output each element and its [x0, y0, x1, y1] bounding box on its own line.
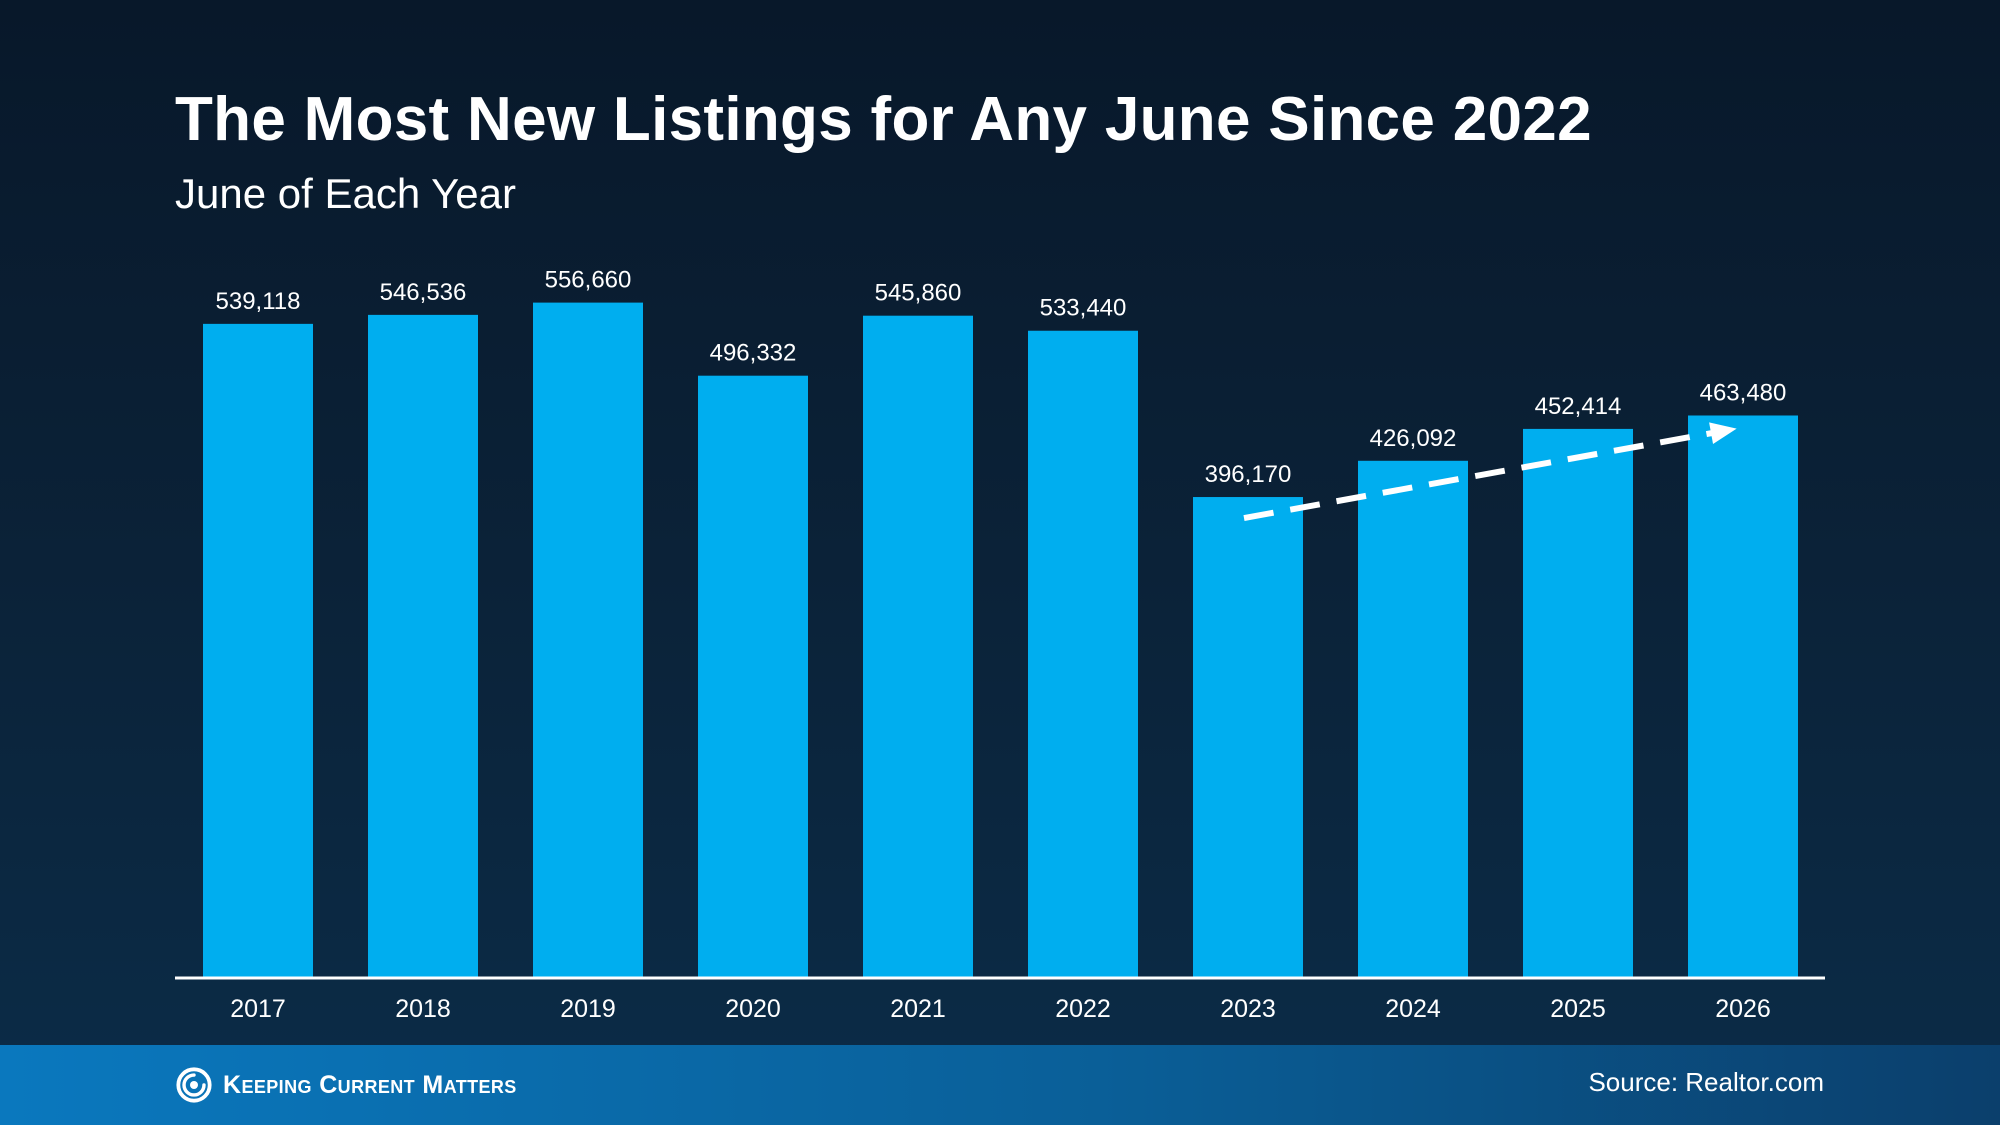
x-tick-label-2020: 2020 — [725, 995, 781, 1023]
bar-2026 — [1688, 415, 1798, 977]
x-tick-label-2017: 2017 — [230, 995, 286, 1023]
x-tick-label-2022: 2022 — [1055, 995, 1111, 1023]
bar-2022 — [1028, 330, 1138, 977]
brand-logo: Keeping Current Matters — [175, 1065, 517, 1105]
data-label-2022: 533,440 — [1040, 295, 1127, 322]
data-label-2025: 452,414 — [1535, 393, 1622, 420]
trend-arrow-head-icon — [1709, 422, 1737, 445]
bar-chart: 539,118 2017 546,536 2018 556,660 2019 496,332… — [203, 267, 1798, 1023]
data-label-2023: 396,170 — [1205, 461, 1292, 488]
data-label-2026: 463,480 — [1700, 379, 1787, 406]
bar-2023 — [1193, 497, 1303, 977]
x-tick-label-2021: 2021 — [890, 995, 946, 1023]
bar-2024 — [1358, 460, 1468, 977]
data-label-2019: 556,660 — [545, 267, 632, 294]
data-label-2024: 426,092 — [1370, 425, 1457, 452]
bar-2017 — [203, 323, 313, 978]
x-tick-label-2019: 2019 — [560, 995, 616, 1023]
footer-band: Keeping Current Matters Source: Realtor.… — [0, 1045, 2000, 1125]
x-tick-label-2024: 2024 — [1385, 995, 1441, 1023]
bar-2025 — [1523, 428, 1633, 977]
swirl-logo-icon — [176, 1067, 212, 1103]
bar-2018 — [368, 314, 478, 977]
x-tick-label-2018: 2018 — [395, 995, 451, 1023]
trend-arrow-line — [1243, 429, 1716, 521]
x-tick-label-2026: 2026 — [1715, 995, 1771, 1023]
chart-title: The Most New Listings for Any June Since… — [175, 85, 1592, 154]
bar-2020 — [698, 375, 808, 977]
x-tick-label-2023: 2023 — [1220, 995, 1276, 1023]
chart-subtitle: June of Each Year — [175, 170, 516, 217]
bar-2019 — [533, 302, 643, 977]
data-label-2021: 545,860 — [875, 280, 962, 307]
source-note: Source: Realtor.com — [1588, 1067, 1824, 1097]
x-tick-label-2025: 2025 — [1550, 995, 1606, 1023]
data-label-2020: 496,332 — [710, 340, 797, 367]
bar-2021 — [863, 315, 973, 977]
data-label-2017: 539,118 — [216, 288, 301, 315]
brand-name: Keeping Current Matters — [223, 1070, 517, 1099]
data-label-2018: 546,536 — [380, 279, 467, 306]
